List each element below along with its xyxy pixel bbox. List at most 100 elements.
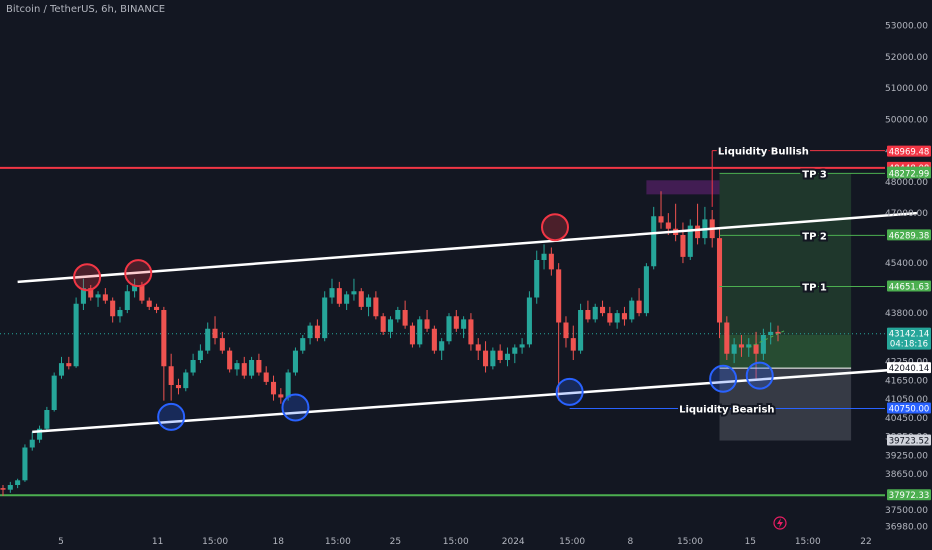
candle[interactable] (431, 328, 437, 351)
candles-layer[interactable] (0, 191, 781, 496)
candle[interactable] (183, 372, 189, 389)
candle[interactable] (205, 328, 211, 351)
candle[interactable] (490, 350, 496, 367)
candle[interactable] (439, 341, 445, 351)
candle[interactable] (73, 303, 79, 367)
candle[interactable] (88, 288, 94, 298)
lightning-icon[interactable] (773, 516, 787, 530)
candle[interactable] (483, 350, 489, 367)
candle[interactable] (585, 310, 591, 320)
candle[interactable] (351, 291, 357, 295)
candle[interactable] (658, 216, 664, 223)
candle[interactable] (329, 288, 335, 298)
candle[interactable] (15, 480, 21, 485)
candle[interactable] (314, 325, 320, 339)
candle[interactable] (322, 297, 328, 339)
candle[interactable] (402, 310, 408, 326)
candle[interactable] (446, 316, 452, 342)
candle[interactable] (468, 319, 474, 345)
candle[interactable] (643, 266, 649, 314)
candle[interactable] (212, 328, 218, 339)
candle[interactable] (592, 306, 598, 320)
candle[interactable] (146, 300, 152, 307)
logo-icon[interactable] (773, 516, 787, 530)
candle[interactable] (526, 297, 532, 345)
candle[interactable] (512, 347, 518, 354)
candle[interactable] (760, 335, 766, 354)
candle[interactable] (563, 322, 569, 339)
candle[interactable] (117, 310, 123, 317)
candle[interactable] (614, 313, 620, 323)
candle[interactable] (504, 353, 511, 360)
candle[interactable] (124, 291, 130, 310)
candle[interactable] (278, 394, 284, 398)
candle[interactable] (724, 322, 730, 354)
candle[interactable] (578, 310, 584, 351)
candle[interactable] (665, 222, 671, 229)
candle[interactable] (234, 363, 240, 370)
candle[interactable] (461, 319, 467, 329)
candle[interactable] (307, 325, 313, 339)
candle[interactable] (599, 306, 606, 314)
candle[interactable] (753, 344, 759, 354)
candle[interactable] (680, 235, 686, 257)
candle[interactable] (651, 216, 657, 267)
candle[interactable] (336, 288, 342, 304)
candle[interactable] (621, 313, 627, 320)
candle[interactable] (541, 253, 547, 260)
candle[interactable] (241, 363, 247, 376)
candle[interactable] (154, 306, 160, 310)
candle[interactable] (395, 310, 401, 320)
candle[interactable] (629, 300, 635, 320)
candle[interactable] (270, 381, 277, 395)
candle[interactable] (731, 344, 737, 354)
candle[interactable] (80, 288, 86, 304)
candle[interactable] (570, 338, 576, 351)
candle[interactable] (387, 319, 394, 332)
candle[interactable] (29, 439, 35, 448)
candle[interactable] (263, 372, 269, 382)
candle[interactable] (190, 360, 196, 373)
candle[interactable] (380, 316, 386, 332)
candle[interactable] (358, 291, 364, 307)
price-axis[interactable]: 53000.0052000.0051000.0050000.0049000.00… (885, 22, 928, 533)
candle[interactable] (44, 410, 50, 429)
candle[interactable] (716, 238, 723, 323)
candle[interactable] (519, 344, 525, 348)
candle[interactable] (139, 285, 145, 301)
candle[interactable] (110, 300, 116, 317)
candle[interactable] (695, 225, 701, 239)
candle[interactable] (636, 300, 642, 314)
candle[interactable] (227, 350, 233, 370)
candle[interactable] (95, 294, 101, 298)
candle[interactable] (548, 253, 554, 270)
candle[interactable] (161, 310, 167, 367)
candle[interactable] (746, 344, 752, 348)
candle[interactable] (175, 385, 182, 389)
candle[interactable] (607, 313, 613, 323)
candle[interactable] (534, 260, 540, 298)
candle[interactable] (424, 319, 430, 329)
candle[interactable] (556, 269, 562, 323)
candle[interactable] (453, 316, 459, 329)
candle[interactable] (7, 485, 13, 490)
candle[interactable] (256, 360, 262, 373)
time-axis[interactable]: 5 11 15:00 18 15:00 25 15:00 2024 15:00 8 15:00 15 1… (58, 537, 872, 547)
candle[interactable] (58, 363, 65, 376)
candle[interactable] (775, 331, 781, 334)
candle[interactable] (249, 360, 255, 376)
candle[interactable] (197, 350, 203, 360)
candle[interactable] (738, 344, 744, 348)
candle[interactable] (132, 285, 138, 292)
candle[interactable] (687, 225, 693, 257)
candle[interactable] (51, 375, 57, 410)
candle[interactable] (300, 338, 306, 351)
candle[interactable] (409, 325, 415, 345)
candle[interactable] (417, 319, 423, 345)
candle[interactable] (66, 363, 72, 367)
candle[interactable] (475, 344, 481, 351)
candle[interactable] (285, 372, 291, 398)
candle[interactable] (768, 331, 774, 335)
candle[interactable] (292, 350, 298, 373)
